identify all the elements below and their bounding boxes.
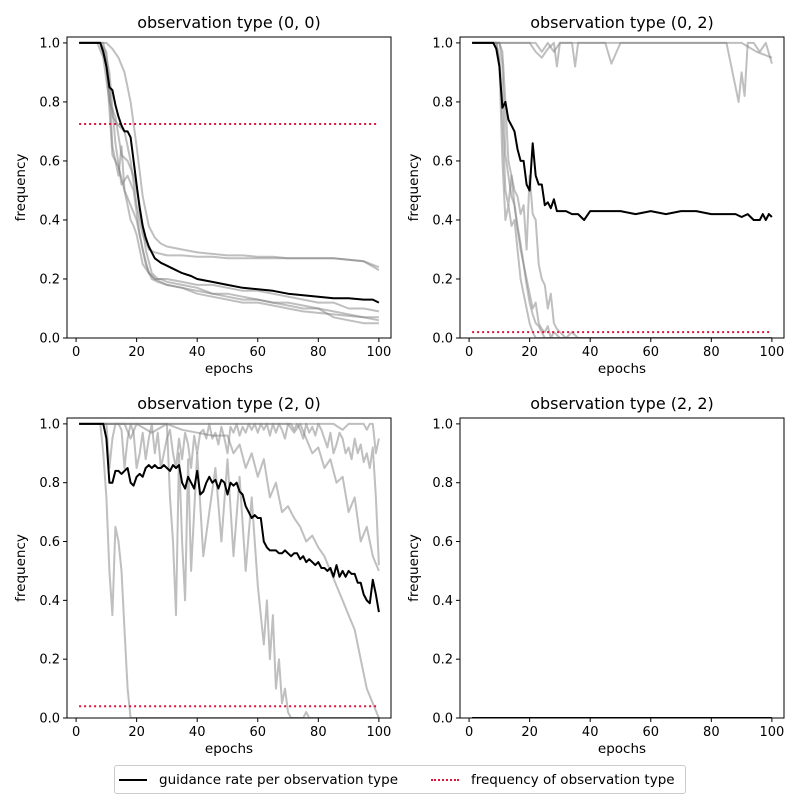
- x-tick-label: 60: [249, 725, 266, 740]
- y-tick-label: 0.8: [432, 95, 453, 110]
- x-tick-label: 80: [310, 345, 327, 360]
- x-tick-label: 0: [465, 345, 473, 360]
- x-tick-label: 100: [759, 725, 784, 740]
- run-line: [79, 41, 380, 313]
- plot-area: [67, 37, 391, 338]
- x-tick-label: 0: [465, 725, 473, 740]
- run-line: [79, 422, 380, 718]
- x-tick-label: 20: [521, 345, 538, 360]
- legend-swatch-frequency: [431, 779, 459, 781]
- run-line: [79, 422, 380, 566]
- run-line: [472, 41, 773, 103]
- y-tick-label: 0.2: [432, 653, 453, 668]
- panel-1: 0 20 40 60 80 100 0.0 0.2 0.4 0.6 0.8 1.0 observatio…: [13, 13, 392, 377]
- y-tick-label: 0.0: [432, 332, 453, 347]
- panel-2: 0 20 40 60 80 100 0.0 0.2 0.4 0.6 0.8 1.0 observatio…: [406, 13, 785, 377]
- run-line: [79, 41, 380, 271]
- x-tick-label: 80: [310, 725, 327, 740]
- y-tick-label: 1.0: [432, 36, 453, 51]
- legend-label-guidance: guidance rate per observation type: [159, 772, 399, 788]
- y-tick-label: 1.0: [39, 36, 60, 51]
- run-line: [472, 41, 772, 338]
- x-tick-label: 60: [249, 345, 266, 360]
- y-tick-label: 0.8: [39, 476, 60, 491]
- axes-frame: [66, 417, 392, 719]
- legend-item-frequency: frequency of observation type: [431, 772, 675, 788]
- panel-title: observation type (0, 2): [530, 13, 714, 32]
- y-axis-label: frequency: [406, 154, 422, 222]
- plot-area: [67, 418, 391, 718]
- y-tick-label: 0.0: [432, 712, 453, 727]
- plot-lines: [472, 41, 773, 338]
- x-tick-label: 0: [72, 345, 80, 360]
- x-axis-label: epochs: [205, 741, 253, 757]
- x-tick-label: 80: [703, 345, 720, 360]
- x-tick-label: 40: [582, 345, 599, 360]
- legend-item-guidance: guidance rate per observation type: [119, 772, 398, 788]
- y-tick-label: 0.6: [39, 154, 60, 169]
- x-tick-label: 40: [189, 725, 206, 740]
- run-line: [79, 41, 379, 325]
- y-tick-label: 1.0: [39, 417, 60, 432]
- legend: guidance rate per observation type frequ…: [114, 765, 686, 794]
- y-axis-label: frequency: [13, 154, 29, 222]
- axes-frame: [459, 36, 785, 339]
- axes-frame: [459, 417, 785, 719]
- x-tick-label: 0: [72, 725, 80, 740]
- y-tick-label: 0.0: [39, 332, 60, 347]
- guidance-rate-line: [79, 422, 380, 613]
- guidance-rate-line: [472, 41, 773, 221]
- x-tick-label: 60: [642, 725, 659, 740]
- y-axis-label: frequency: [406, 534, 422, 602]
- plot-lines: [79, 422, 380, 718]
- panel-3: 0 20 40 60 80 100 0.0 0.2 0.4 0.6 0.8 1.0 observatio…: [13, 394, 392, 757]
- x-tick-label: 100: [366, 345, 391, 360]
- x-tick-label: 60: [642, 345, 659, 360]
- x-tick-label: 100: [759, 345, 784, 360]
- y-tick-label: 0.0: [39, 712, 60, 727]
- x-axis-label: epochs: [598, 741, 646, 757]
- axes-frame: [66, 36, 392, 339]
- y-tick-label: 0.8: [39, 95, 60, 110]
- panel-title: observation type (2, 0): [137, 394, 321, 413]
- y-axis-label: frequency: [13, 534, 29, 602]
- x-axis-label: epochs: [598, 361, 646, 377]
- y-tick-label: 0.2: [432, 272, 453, 287]
- x-tick-label: 20: [128, 725, 145, 740]
- x-axis-label: epochs: [205, 361, 253, 377]
- y-tick-label: 1.0: [432, 417, 453, 432]
- y-tick-label: 0.4: [432, 594, 453, 609]
- legend-swatch-guidance: [119, 779, 147, 781]
- y-tick-label: 0.6: [432, 535, 453, 550]
- panel-title: observation type (0, 0): [137, 13, 321, 32]
- x-tick-label: 20: [521, 725, 538, 740]
- panel-title: observation type (2, 2): [530, 394, 714, 413]
- y-tick-label: 0.8: [432, 476, 453, 491]
- x-tick-label: 80: [703, 725, 720, 740]
- x-tick-label: 40: [189, 345, 206, 360]
- y-tick-label: 0.6: [39, 535, 60, 550]
- y-tick-label: 0.6: [432, 154, 453, 169]
- run-line: [79, 422, 380, 572]
- y-tick-label: 0.4: [39, 594, 60, 609]
- run-line: [472, 41, 772, 338]
- plot-area: [460, 418, 784, 718]
- y-tick-label: 0.4: [39, 213, 60, 228]
- panel-4: 0 20 40 60 80 100 0.0 0.2 0.4 0.6 0.8 1.0 observatio…: [406, 394, 785, 757]
- y-tick-label: 0.2: [39, 272, 60, 287]
- plot-lines: [79, 41, 380, 325]
- x-tick-label: 100: [366, 725, 391, 740]
- legend-label-frequency: frequency of observation type: [471, 772, 675, 788]
- y-tick-label: 0.4: [432, 213, 453, 228]
- x-tick-label: 20: [128, 345, 145, 360]
- guidance-rate-line: [79, 41, 380, 304]
- run-line: [472, 41, 772, 338]
- run-line: [79, 422, 379, 718]
- y-tick-label: 0.2: [39, 653, 60, 668]
- x-tick-label: 40: [582, 725, 599, 740]
